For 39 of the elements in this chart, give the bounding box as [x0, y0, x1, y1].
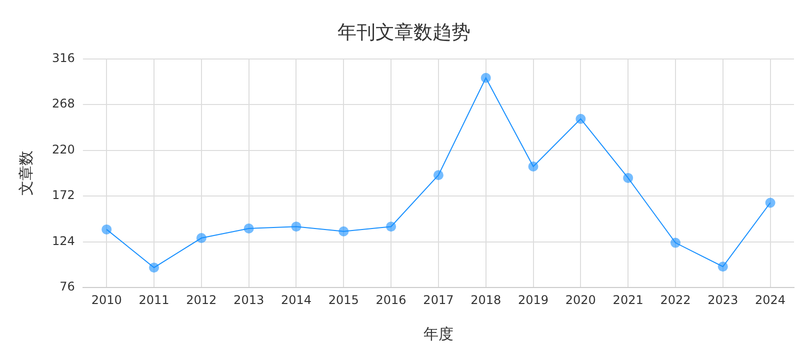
x-tick-label: 2014 [280, 292, 312, 307]
x-tick-label: 2022 [660, 292, 691, 307]
x-axis-title: 年度 [423, 324, 454, 343]
point [338, 226, 349, 236]
y-tick-label: 172 [52, 188, 75, 202]
point [149, 262, 160, 273]
y-tick-label: 268 [52, 96, 75, 111]
x-tick-label: 2021 [612, 292, 644, 307]
point [528, 162, 538, 172]
point [102, 224, 112, 234]
y-tick-label: 76 [60, 280, 75, 294]
point [765, 198, 776, 208]
point [433, 170, 444, 180]
y-tick-label: 220 [52, 142, 75, 156]
point [718, 262, 728, 272]
x-tick-label: 2024 [755, 292, 786, 307]
x-tick-label: 2016 [376, 292, 406, 307]
x-tick-label: 2019 [518, 292, 549, 307]
y-axis-title: 文章数 [16, 150, 35, 196]
point [576, 114, 586, 124]
y-tick-label: 124 [52, 234, 75, 248]
point [623, 172, 634, 183]
x-tick-label: 2011 [138, 292, 170, 307]
point [386, 222, 396, 232]
x-tick-label: 2017 [423, 292, 454, 307]
x-tick-label: 2015 [328, 292, 359, 307]
chart-title: 年刊文章数趋势 [338, 21, 470, 44]
point [196, 233, 206, 244]
point [670, 238, 680, 248]
x-tick-label: 2010 [91, 292, 122, 307]
point [291, 222, 302, 232]
x-tick-label: 2012 [186, 292, 217, 307]
point [244, 223, 254, 234]
point [480, 72, 491, 83]
x-tick-label: 2023 [708, 292, 738, 307]
y-tick-label: 316 [52, 50, 75, 65]
x-tick-label: 2020 [565, 292, 596, 307]
x-tick-label: 2018 [470, 292, 502, 307]
x-tick-label: 2013 [234, 292, 264, 307]
